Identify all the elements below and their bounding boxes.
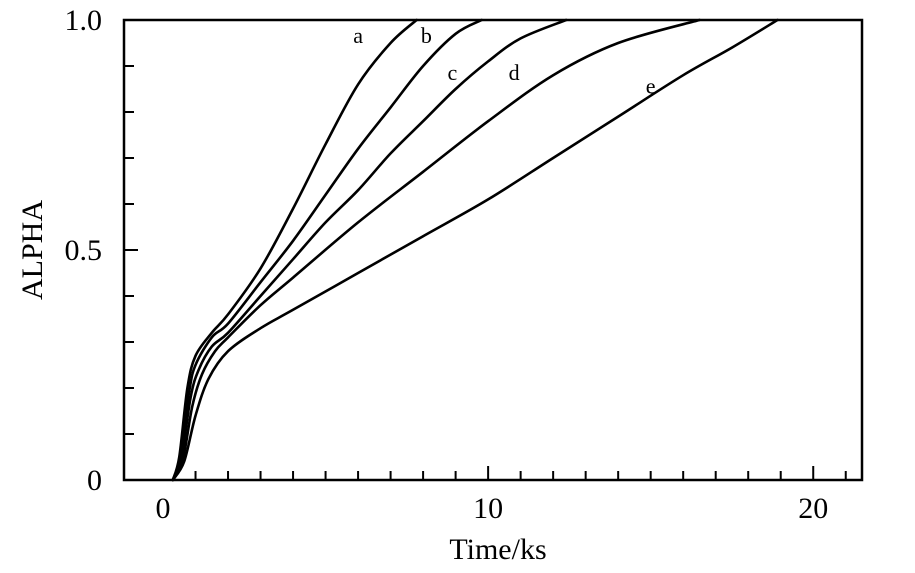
plot-area-frame <box>122 18 864 482</box>
y-axis-title: ALPHA <box>16 200 49 300</box>
curve-labels: a bc d e <box>353 23 655 99</box>
series-line-e <box>171 18 779 482</box>
curve-label-e: e <box>646 74 656 99</box>
x-axis-title: Time/ks <box>449 533 546 566</box>
series-line-a <box>171 18 418 482</box>
y-tick-label: 0 <box>87 464 102 497</box>
x-tick-label: 0 <box>156 492 171 525</box>
series-line-b <box>171 18 483 482</box>
y-minor-ticks <box>124 65 138 435</box>
y-tick-label: 0.5 <box>65 234 103 267</box>
y-tick-label: 1.0 <box>65 4 103 37</box>
curve-label-d: d <box>509 60 520 85</box>
x-tick-label: 20 <box>798 492 828 525</box>
curve-label-a: a <box>353 23 363 48</box>
x-tick-labels: 0 10 20 <box>156 492 829 525</box>
series-line-d <box>171 18 701 482</box>
curve-label-c: c <box>447 60 457 85</box>
x-minor-ticks <box>194 466 847 480</box>
series-group <box>171 18 779 482</box>
y-tick-labels: 0 0.5 1.0 <box>65 4 103 497</box>
x-tick-label: 10 <box>473 492 503 525</box>
curve-label-b: b <box>421 23 432 48</box>
series-line-c <box>171 18 568 482</box>
